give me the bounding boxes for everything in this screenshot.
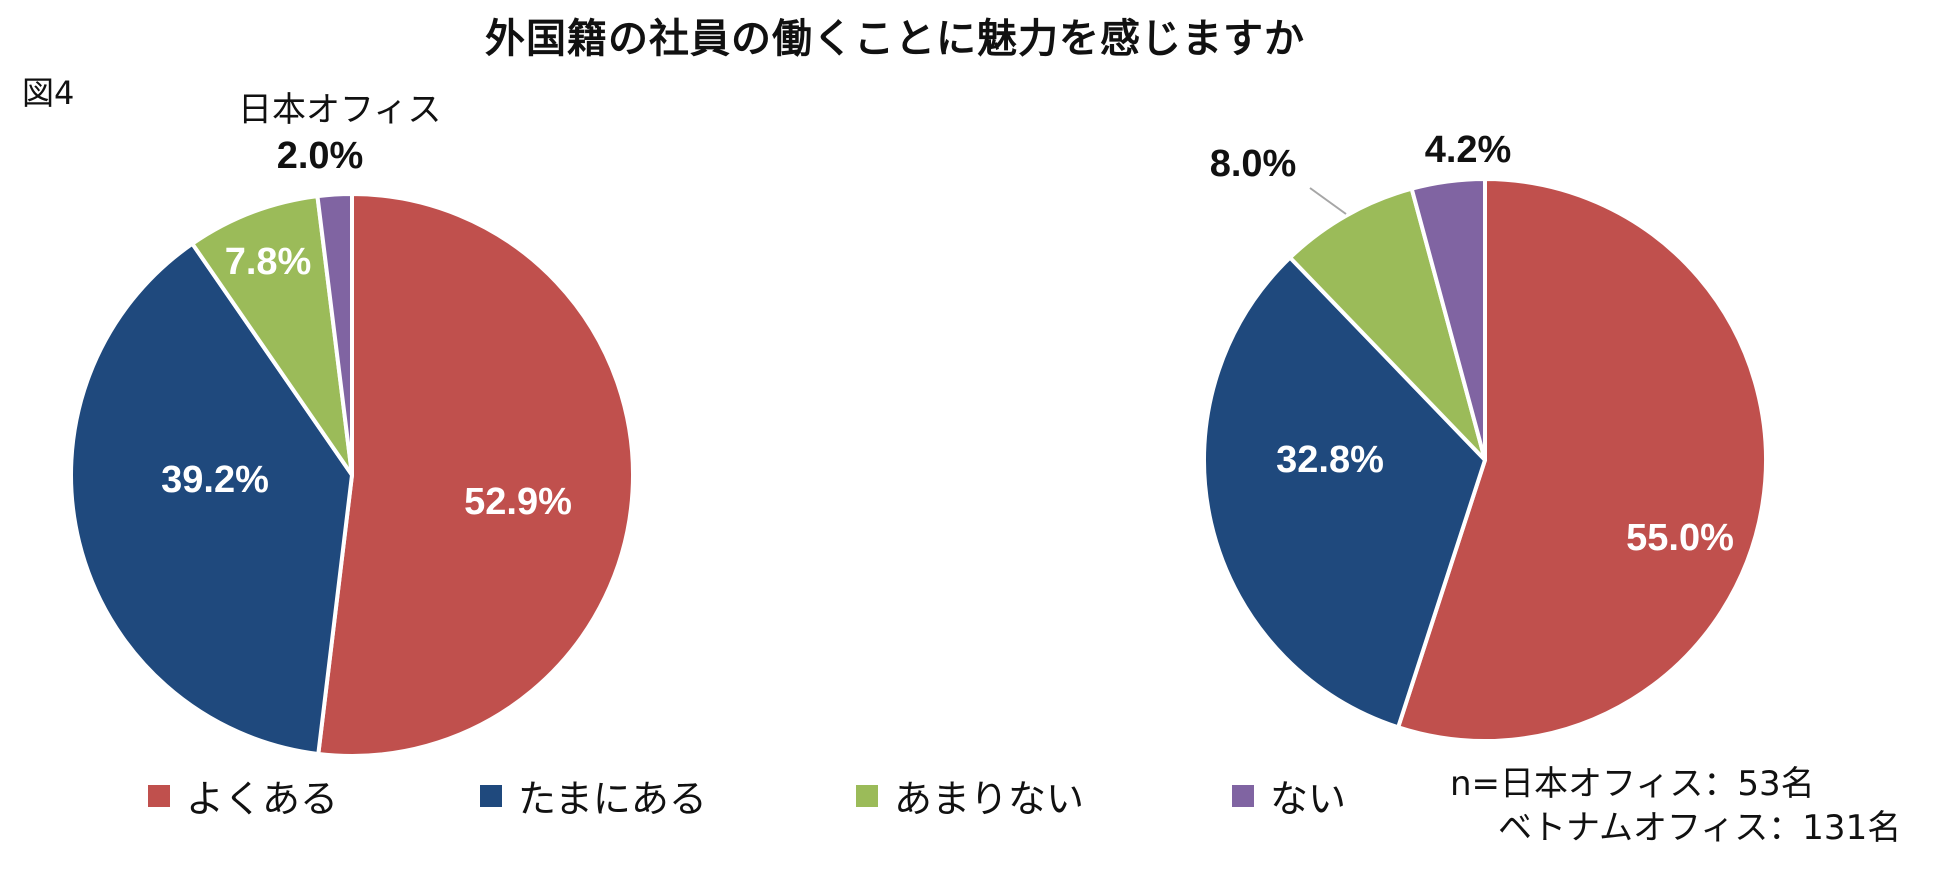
pie-left-label-amarinai: 7.8%: [225, 241, 312, 283]
pie-right-label-amarinai: 8.0%: [1210, 143, 1297, 185]
chart-title: 外国籍の社員の働くことに魅力を感じますか: [485, 16, 1305, 62]
pie-right-leader-line-amarinai: [1309, 187, 1347, 215]
legend-swatch-amarinai: [856, 784, 878, 807]
legend-label-tamaniaru: たまにある: [518, 777, 707, 821]
legend-label-yokuaru: よくある: [186, 777, 339, 821]
sample-size-note: n=日本オフィス：53名 ベトナムオフィス：131名: [1450, 762, 1901, 850]
pie-left-slice-amarinai: [190, 194, 354, 477]
pie-right-slice-nai: [1409, 177, 1487, 462]
legend-item-yokuaru: よくある: [148, 768, 338, 823]
pie-right-slice-yokuaru: [1396, 177, 1768, 743]
pie-right-slice-amarinai: [1288, 186, 1487, 462]
pie-right-label-tamaniaru: 32.8%: [1276, 439, 1384, 481]
pie-left-label-tamaniaru: 39.2%: [161, 459, 269, 501]
pie-right-label-nai: 4.2%: [1425, 129, 1512, 171]
legend-item-nai: ない: [1232, 768, 1346, 823]
left-pie-caption: 日本オフィス: [238, 90, 442, 130]
figure-label: 図4: [22, 74, 75, 112]
pie-right-office: 55.0% 32.8% 8.0% 4.2%: [1202, 129, 1768, 743]
legend-swatch-nai: [1232, 784, 1254, 807]
legend-item-tamaniaru: たまにある: [480, 768, 707, 823]
legend-swatch-tamaniaru: [480, 784, 502, 807]
pie-right-slice-tamaniaru: [1202, 255, 1487, 730]
legend-label-nai: ない: [1270, 777, 1347, 821]
pie-left-label-yokuaru: 52.9%: [464, 481, 572, 523]
pie-left-office: 52.9% 39.2% 7.8% 2.0%: [69, 135, 635, 758]
legend-swatch-yokuaru: [148, 784, 170, 807]
pie-left-slice-nai: [315, 191, 354, 477]
sample-size-line-1: n=日本オフィス：53名: [1450, 764, 1815, 804]
sample-size-line-2: ベトナムオフィス：131名: [1498, 808, 1902, 848]
pie-right-label-yokuaru: 55.0%: [1626, 517, 1734, 559]
legend: よくある たまにある あまりない ない: [0, 768, 1440, 828]
pie-left-label-nai: 2.0%: [277, 135, 364, 177]
legend-label-amarinai: あまりない: [894, 777, 1085, 821]
pie-left-slice-yokuaru: [316, 192, 635, 758]
legend-item-amarinai: あまりない: [856, 768, 1084, 823]
pie-left-slice-tamaniaru: [69, 241, 354, 756]
